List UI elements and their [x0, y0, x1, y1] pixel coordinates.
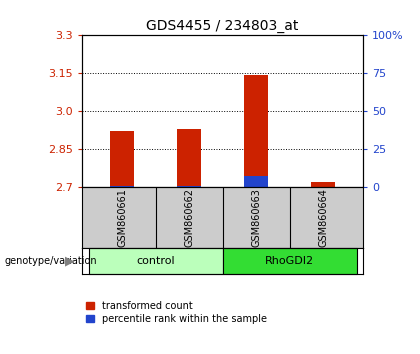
Bar	[244, 75, 268, 187]
Bar	[177, 129, 201, 187]
Text: GSM860662: GSM860662	[184, 188, 194, 247]
Bar	[110, 186, 134, 187]
Bar	[311, 182, 335, 187]
Bar	[89, 248, 223, 274]
Bar	[110, 131, 134, 187]
Text: GSM860664: GSM860664	[318, 188, 328, 247]
Legend: transformed count, percentile rank within the sample: transformed count, percentile rank withi…	[83, 297, 271, 327]
Bar	[244, 176, 268, 187]
Bar	[223, 248, 357, 274]
Text: GSM860663: GSM860663	[251, 188, 261, 247]
Text: ▶: ▶	[65, 255, 74, 268]
Text: control: control	[136, 256, 175, 266]
Text: GSM860661: GSM860661	[117, 188, 127, 247]
Text: genotype/variation: genotype/variation	[4, 256, 97, 266]
Title: GDS4455 / 234803_at: GDS4455 / 234803_at	[147, 19, 299, 33]
Bar	[177, 186, 201, 187]
Text: RhoGDI2: RhoGDI2	[265, 256, 314, 266]
